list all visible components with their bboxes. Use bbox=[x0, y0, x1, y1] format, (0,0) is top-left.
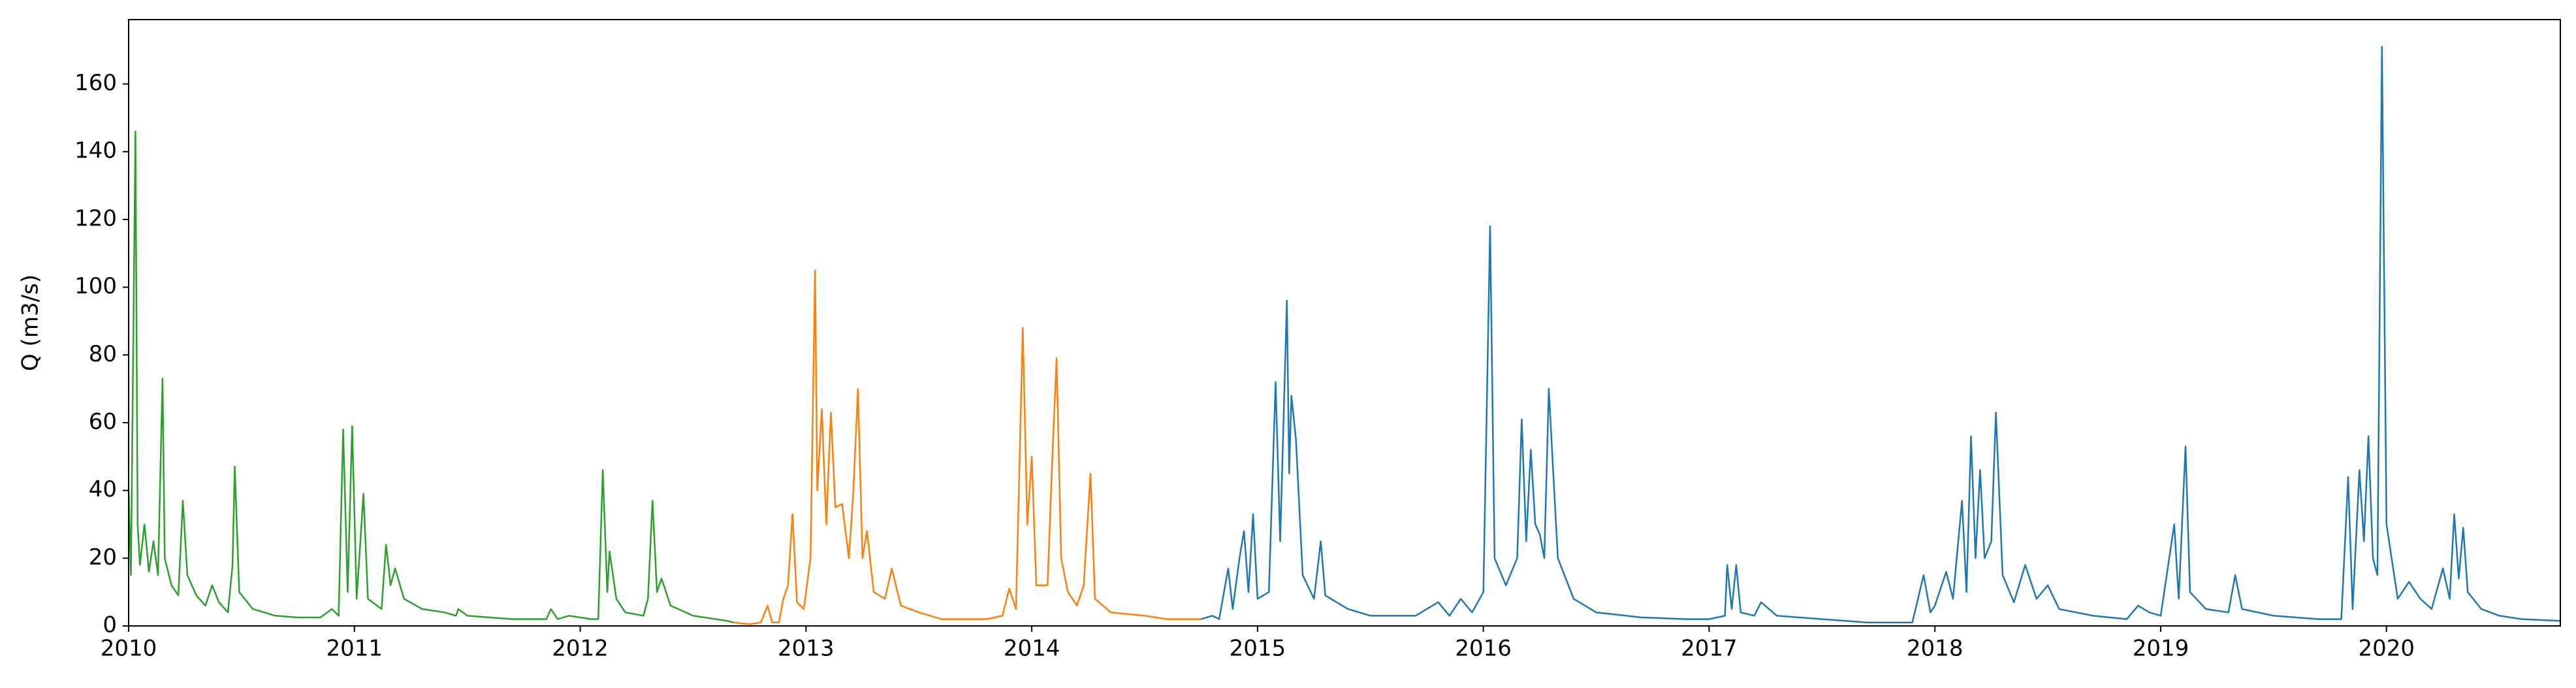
x-tick-label: 2018 bbox=[1907, 636, 1964, 662]
y-tick-label: 100 bbox=[74, 273, 117, 299]
series-line bbox=[1201, 46, 2561, 624]
x-tick-label: 2010 bbox=[101, 636, 157, 662]
x-tick-label: 2011 bbox=[326, 636, 383, 662]
y-tick-label: 160 bbox=[74, 70, 117, 96]
y-tick-label: 140 bbox=[74, 138, 117, 164]
x-tick-label: 2012 bbox=[552, 636, 609, 662]
x-tick-label: 2013 bbox=[778, 636, 835, 662]
x-tick-label: 2016 bbox=[1455, 636, 1512, 662]
y-tick-label: 80 bbox=[89, 341, 117, 367]
x-tick-label: 2015 bbox=[1230, 636, 1286, 662]
y-tick-label: 0 bbox=[103, 612, 117, 638]
plot-frame bbox=[128, 19, 2561, 627]
y-tick-label: 40 bbox=[89, 476, 117, 502]
x-tick-label: 2017 bbox=[1681, 636, 1738, 662]
y-axis-label: Q (m3/s) bbox=[18, 274, 44, 371]
series-line bbox=[127, 130, 735, 624]
y-tick-label: 60 bbox=[89, 408, 117, 434]
x-tick-label: 2019 bbox=[2133, 636, 2189, 662]
series-line bbox=[733, 269, 1201, 625]
y-tick-label: 20 bbox=[89, 544, 117, 570]
x-tick-label: 2020 bbox=[2358, 636, 2415, 662]
y-tick-label: 120 bbox=[74, 205, 117, 231]
x-tick-label: 2014 bbox=[1004, 636, 1060, 662]
